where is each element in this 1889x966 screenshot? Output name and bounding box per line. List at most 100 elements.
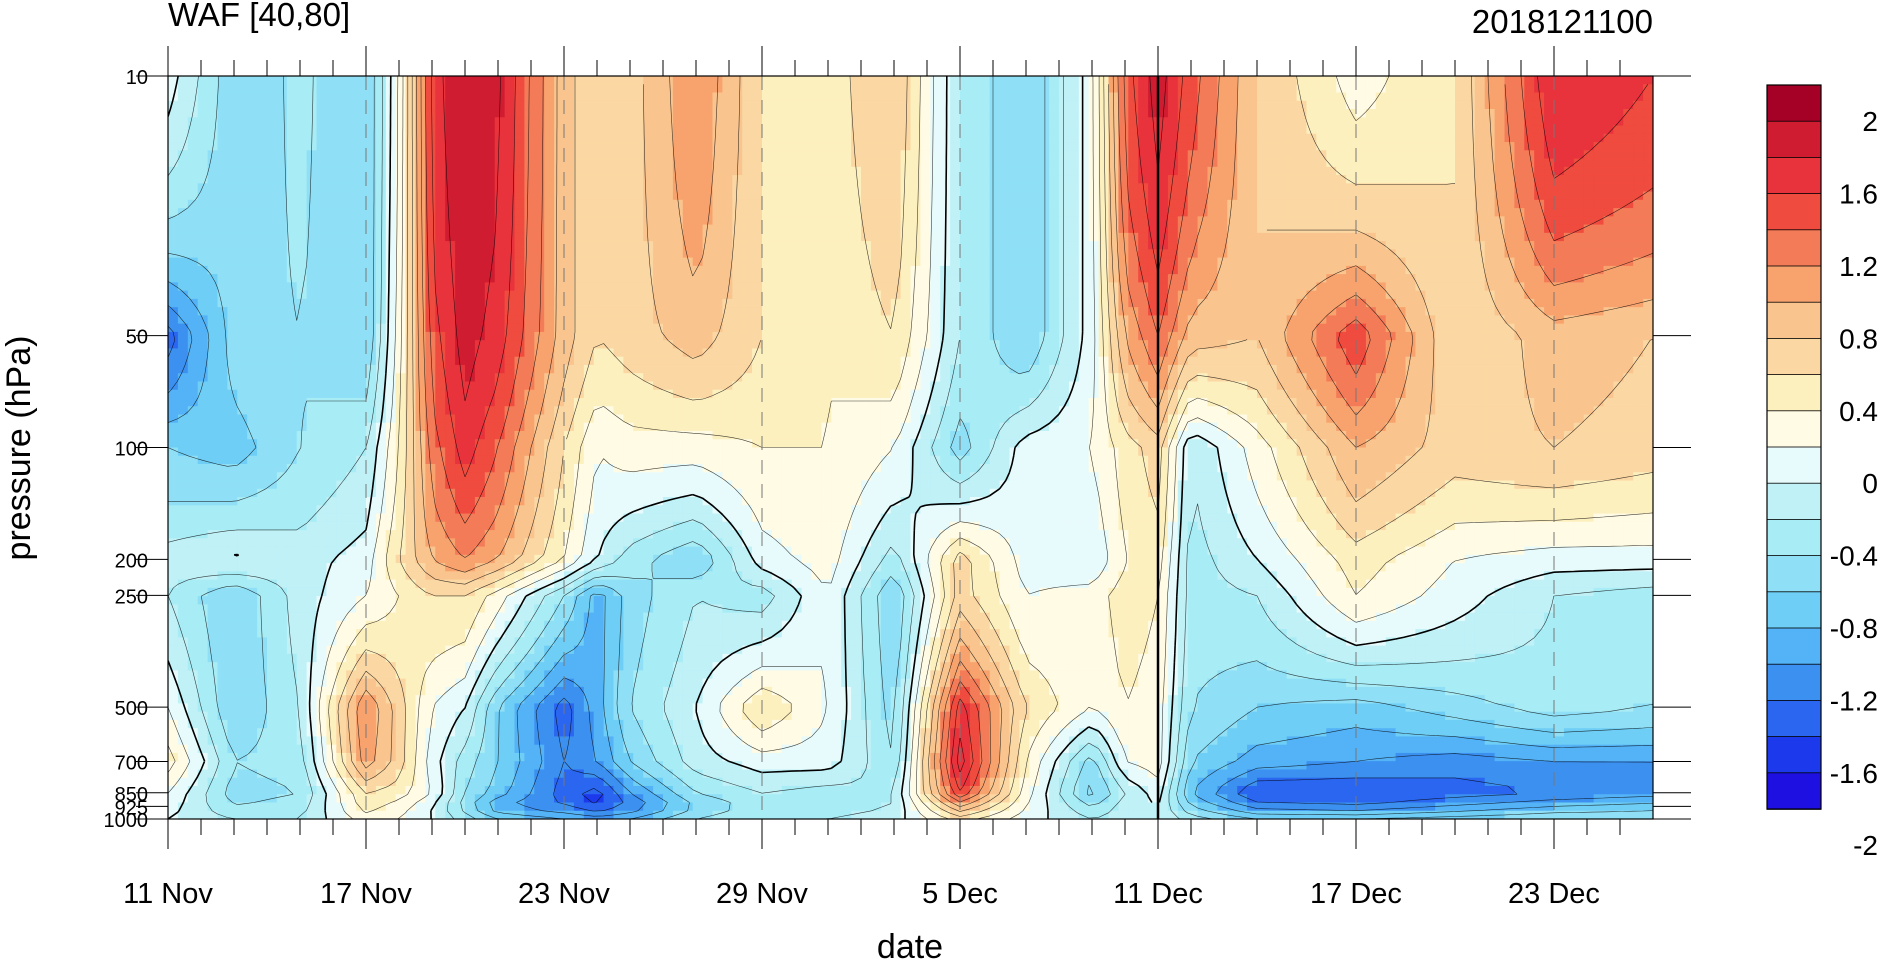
field-cell [1365,216,1377,226]
field-cell [1138,331,1149,341]
field-cell [257,348,268,358]
field-cell [1296,92,1308,102]
field-cell [861,232,872,242]
field-cell [1217,249,1228,259]
field-cell [445,117,456,127]
field-cell [880,315,892,325]
field-cell [851,290,862,300]
field-cell [969,340,981,350]
field-cell [1276,331,1288,341]
field-cell [445,340,456,350]
field-cell [1375,191,1387,201]
field-cell [267,274,278,283]
field-cell [564,241,575,250]
field-cell [1049,282,1060,292]
field-cell [1395,125,1407,135]
field-cell [554,84,565,94]
field-cell [514,331,525,341]
field-cell [237,331,248,341]
field-cell [1336,166,1347,176]
field-cell [366,183,377,193]
field-cell [217,298,228,308]
field-cell [356,298,367,308]
field-cell [1296,133,1308,143]
field-cell [1336,150,1347,160]
field-cell [920,340,931,350]
field-cell [217,117,228,127]
field-cell [247,117,258,127]
field-cell [1563,133,1575,143]
field-cell [1405,257,1416,267]
field-cell [1524,117,1535,127]
field-cell [1415,125,1426,135]
field-cell [1237,76,1248,85]
field-cell [168,133,179,143]
field-cell [1455,92,1466,102]
field-cell [326,265,337,275]
field-cell [177,307,189,317]
field-cell [564,224,575,234]
field-cell [811,241,822,250]
field-cell [861,208,872,217]
field-cell [1603,109,1614,118]
field-cell [841,315,852,325]
field-cell [1494,216,1506,226]
field-cell [445,257,456,267]
field-cell [1356,307,1367,317]
field-cell [514,183,525,193]
field-cell [168,232,179,242]
field-cell [771,249,783,259]
field-cell [1227,109,1238,118]
field-cell [1227,199,1238,209]
field-cell [1563,191,1575,201]
field-cell [1296,109,1308,118]
field-cell [979,76,991,85]
field-cell [910,133,921,143]
field-cell [534,274,545,283]
field-cell [1484,315,1496,325]
field-cell [375,216,387,226]
field-cell [1573,290,1585,300]
field-cell [187,117,199,127]
field-cell [1217,100,1228,110]
field-cell [346,191,357,201]
field-cell [1059,158,1070,168]
field-cell [1346,117,1357,127]
field-cell [306,241,318,250]
field-cell [1573,183,1585,193]
field-cell [366,249,377,259]
field-cell [603,199,615,209]
field-cell [1167,274,1179,283]
field-cell [1643,265,1653,275]
field-cell [1158,232,1169,242]
field-cell [1276,166,1288,176]
field-cell [801,117,813,127]
field-cell [286,109,298,118]
field-cell [276,183,288,193]
field-cell [1623,249,1634,259]
field-cell [960,125,971,135]
field-cell [732,282,743,292]
field-cell [316,175,327,184]
field-cell [880,150,892,160]
field-cell [326,175,337,184]
field-cell [573,100,585,110]
field-cell [771,274,783,283]
field-cell [316,274,327,283]
field-cell [1266,166,1278,176]
field-cell [663,315,674,325]
field-cell [969,298,981,308]
field-cell [1138,158,1149,168]
field-cell [415,249,426,259]
field-cell [1346,315,1357,325]
field-cell [1464,117,1476,127]
field-cell [1425,340,1436,350]
field-cell [276,133,288,143]
field-cell [1474,224,1486,234]
field-cell [1563,315,1575,325]
field-cell [613,232,624,242]
field-cell [771,183,783,193]
field-cell [1603,125,1614,135]
field-cell [623,241,634,250]
field-cell [1544,241,1555,250]
